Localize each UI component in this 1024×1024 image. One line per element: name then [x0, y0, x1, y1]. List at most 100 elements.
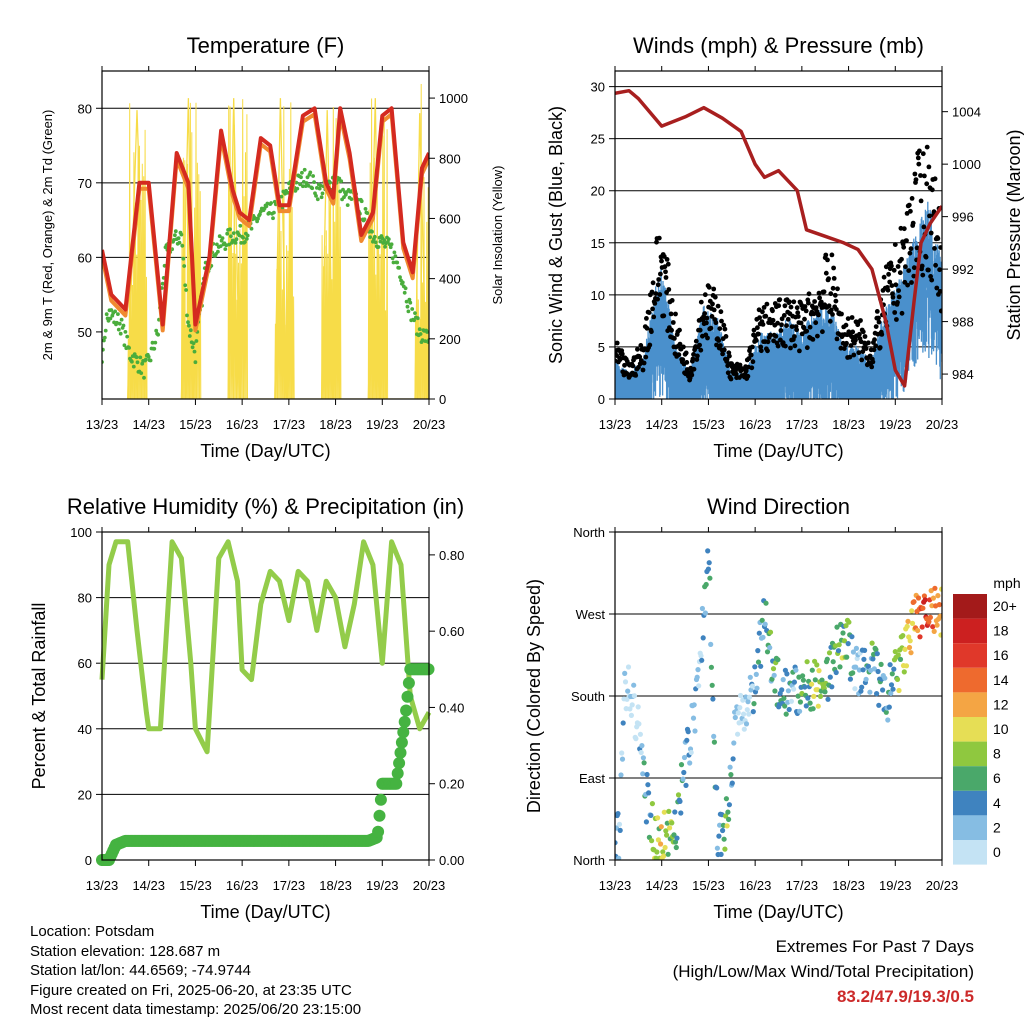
gust-point	[697, 327, 703, 333]
gust-point	[711, 286, 717, 292]
gust-point	[876, 315, 881, 321]
y-tick-label: 60	[78, 656, 92, 671]
direction-point	[786, 706, 792, 713]
colorbar-swatch	[953, 667, 987, 693]
x-tick-label: 19/23	[879, 878, 912, 893]
y-tick-label: 15	[591, 236, 605, 251]
direction-point	[764, 649, 771, 655]
gust-point	[806, 300, 811, 306]
direction-point	[641, 760, 647, 766]
colorbar-swatch	[953, 741, 987, 767]
dewpoint-point	[382, 238, 387, 243]
direction-point	[691, 702, 697, 708]
gust-point	[792, 343, 798, 349]
dewpoint-point	[215, 242, 219, 247]
direction-point	[741, 726, 747, 732]
colorbar-label: 10	[993, 721, 1009, 737]
direction-point	[902, 646, 908, 653]
direction-point	[705, 566, 712, 572]
colorbar-swatch	[953, 717, 987, 742]
dewpoint-point	[410, 307, 415, 311]
gust-point	[758, 348, 764, 354]
dewpoint-point	[127, 346, 131, 350]
gust-point	[791, 299, 797, 305]
precipitation-point	[374, 793, 387, 806]
gust-point	[677, 327, 682, 333]
dewpoint-point	[256, 216, 260, 221]
dewpoint-point	[176, 236, 181, 241]
gust-point	[908, 208, 913, 214]
dewpoint-point	[300, 170, 304, 175]
gust-point	[659, 258, 664, 264]
direction-point	[750, 709, 756, 715]
direction-point	[619, 756, 626, 762]
gust-point	[657, 292, 663, 297]
direction-point	[705, 548, 711, 554]
gust-point	[935, 236, 941, 241]
x-tick-label: 18/23	[319, 878, 352, 893]
gust-point	[711, 307, 717, 313]
x-tick-label: 18/23	[832, 417, 865, 432]
precipitation-point	[401, 690, 414, 703]
y-right-tick-label: 988	[952, 315, 974, 330]
dewpoint-point	[311, 174, 315, 178]
direction-point	[627, 706, 633, 712]
gust-point	[716, 338, 722, 343]
direction-point	[746, 694, 753, 700]
gust-point	[927, 213, 932, 219]
direction-point	[863, 676, 869, 682]
dewpoint-point	[156, 332, 161, 337]
gust-point	[908, 246, 914, 252]
gust-point	[847, 354, 853, 360]
direction-point	[756, 630, 762, 636]
gust-point	[886, 271, 891, 277]
direction-point	[673, 844, 679, 851]
dewpoint-point	[239, 241, 244, 245]
direction-point	[755, 648, 761, 654]
dewpoint-point	[404, 299, 409, 304]
direction-point	[850, 670, 856, 676]
gust-point	[860, 349, 866, 354]
direction-point	[791, 686, 797, 692]
gust-point	[797, 348, 802, 354]
humidity-series	[96, 539, 435, 866]
direction-point	[888, 682, 895, 688]
direction-point	[645, 782, 651, 788]
dewpoint-point	[121, 323, 126, 328]
colorbar-label: 2	[993, 819, 1001, 835]
y-right-tick-label: 0.60	[439, 624, 464, 639]
precipitation-point	[395, 736, 408, 749]
dewpoint-point	[183, 283, 188, 288]
y-tick-label: 30	[591, 80, 605, 95]
direction-point	[672, 839, 679, 845]
gust-point	[751, 327, 757, 333]
direction-point	[905, 618, 911, 625]
dewpoint-point	[415, 316, 420, 321]
y-right-tick-label: 984	[952, 367, 974, 382]
direction-point	[874, 691, 880, 697]
direction-point	[859, 684, 865, 690]
direction-point	[687, 760, 693, 766]
direction-point	[648, 812, 654, 819]
gust-point	[677, 341, 683, 347]
dewpoint-point	[186, 320, 190, 325]
gust-point	[767, 332, 773, 338]
direction-point	[752, 664, 758, 670]
plot-border	[101, 531, 430, 861]
dewpoint-point	[341, 187, 345, 192]
dewpoint-point	[144, 357, 148, 362]
dewpoint-point	[412, 318, 416, 323]
extremes-values: 83.2/47.9/19.3/0.5	[836, 987, 974, 1006]
x-axis-label: Time (Day/UTC)	[713, 902, 843, 922]
direction-point	[900, 633, 906, 639]
dewpoint-point	[417, 327, 422, 332]
dewpoint-point	[312, 180, 316, 185]
gust-point	[893, 282, 899, 288]
dewpoint-point	[389, 242, 394, 247]
dewpoint-point	[139, 371, 144, 375]
x-tick-label: 15/23	[692, 878, 725, 893]
gust-point	[651, 314, 657, 320]
gust-point	[821, 289, 827, 295]
direction-point	[915, 627, 921, 634]
gust-point	[892, 242, 898, 248]
